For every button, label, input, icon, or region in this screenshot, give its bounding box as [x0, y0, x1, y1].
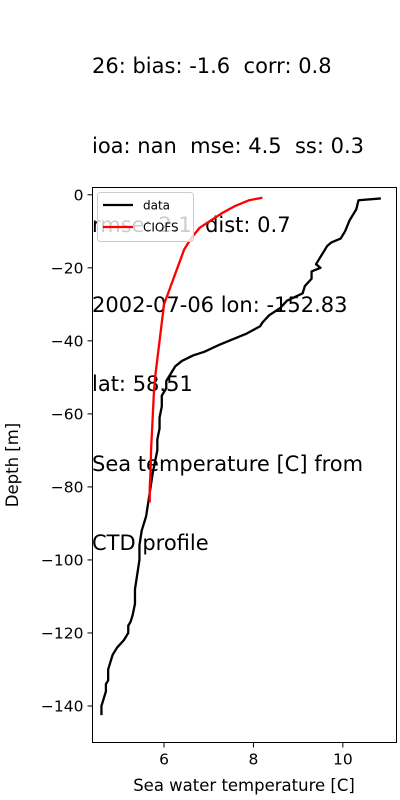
- series-line-ciofs: [148, 196, 263, 503]
- y-tick-label: −100: [41, 551, 84, 569]
- y-tick-label: −120: [41, 624, 84, 642]
- x-tick-label: 10: [333, 751, 353, 769]
- plot-area-frame: [92, 187, 397, 743]
- title-line: lat: 58.51: [92, 372, 193, 396]
- y-tick-label: 0: [74, 186, 84, 204]
- legend-label-ciofs: CIOFS: [143, 221, 179, 235]
- y-tick-label: −60: [51, 405, 84, 423]
- legend: data CIOFS: [97, 192, 194, 242]
- title-line: Sea temperature [C] from: [92, 451, 364, 476]
- title-line: 2002-07-06 lon: -152.83: [92, 292, 348, 317]
- series-layer: [100, 196, 381, 716]
- title-line: 26: bias: -1.6 corr: 0.8: [92, 54, 332, 78]
- x-tick-label: 6: [159, 751, 169, 769]
- y-tick-label: −40: [51, 332, 84, 350]
- ticks-layer: 6 8 10 0 −20 −40 −60 −80 −100 −120 −140: [41, 186, 353, 768]
- x-axis-label: Sea water temperature [C]: [133, 776, 355, 795]
- y-axis-label: Depth [m]: [3, 423, 22, 507]
- y-tick-label: −140: [41, 697, 84, 715]
- title-line: ioa: nan mse: 4.5 ss: 0.3: [92, 133, 364, 158]
- y-tick-label: −80: [51, 478, 84, 496]
- y-tick-label: −20: [51, 259, 84, 277]
- title-line: CTD profile: [92, 531, 209, 555]
- series-line-data: [100, 197, 381, 716]
- legend-label-data: data: [143, 199, 170, 213]
- x-tick-label: 8: [249, 751, 259, 769]
